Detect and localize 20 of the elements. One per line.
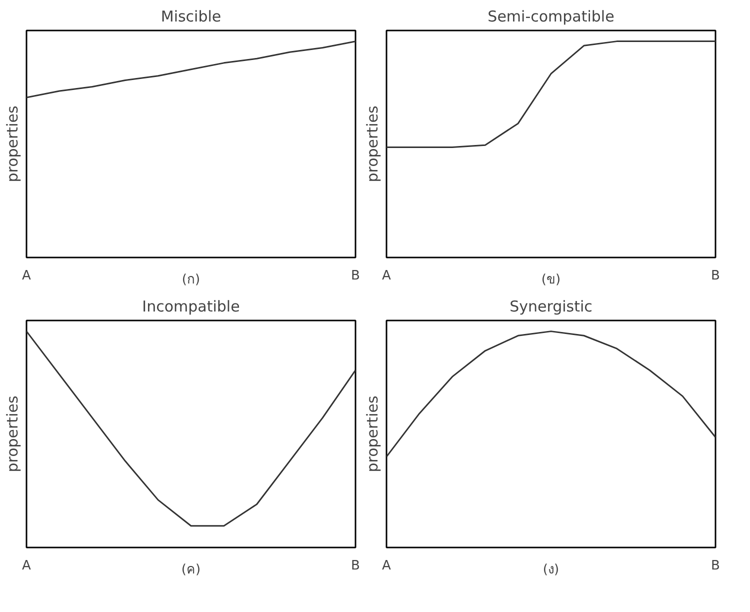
y-axis-title: properties <box>364 396 382 472</box>
chart-title: Synergistic <box>510 298 592 316</box>
x-tick-label: B <box>711 268 720 284</box>
x-tick-label: A <box>22 268 32 284</box>
x-tick-label: B <box>351 558 360 574</box>
x-axis-title: (ข) <box>541 272 561 288</box>
y-axis-title: properties <box>4 106 22 182</box>
chart-title: Semi-compatible <box>488 8 614 26</box>
x-axis-title: (ง) <box>542 562 560 578</box>
x-tick-label: A <box>382 268 392 284</box>
y-axis-title: properties <box>364 106 382 182</box>
x-tick-label: A <box>22 558 32 574</box>
x-tick-label: B <box>711 558 720 574</box>
x-axis-title: (ค) <box>181 562 201 578</box>
chart-title: Incompatible <box>142 298 240 316</box>
chart-title: Miscible <box>160 8 222 26</box>
x-axis-title: (ก) <box>182 272 200 288</box>
x-tick-label: A <box>382 558 392 574</box>
y-axis-title: properties <box>4 396 22 472</box>
x-tick-label: B <box>351 268 360 284</box>
